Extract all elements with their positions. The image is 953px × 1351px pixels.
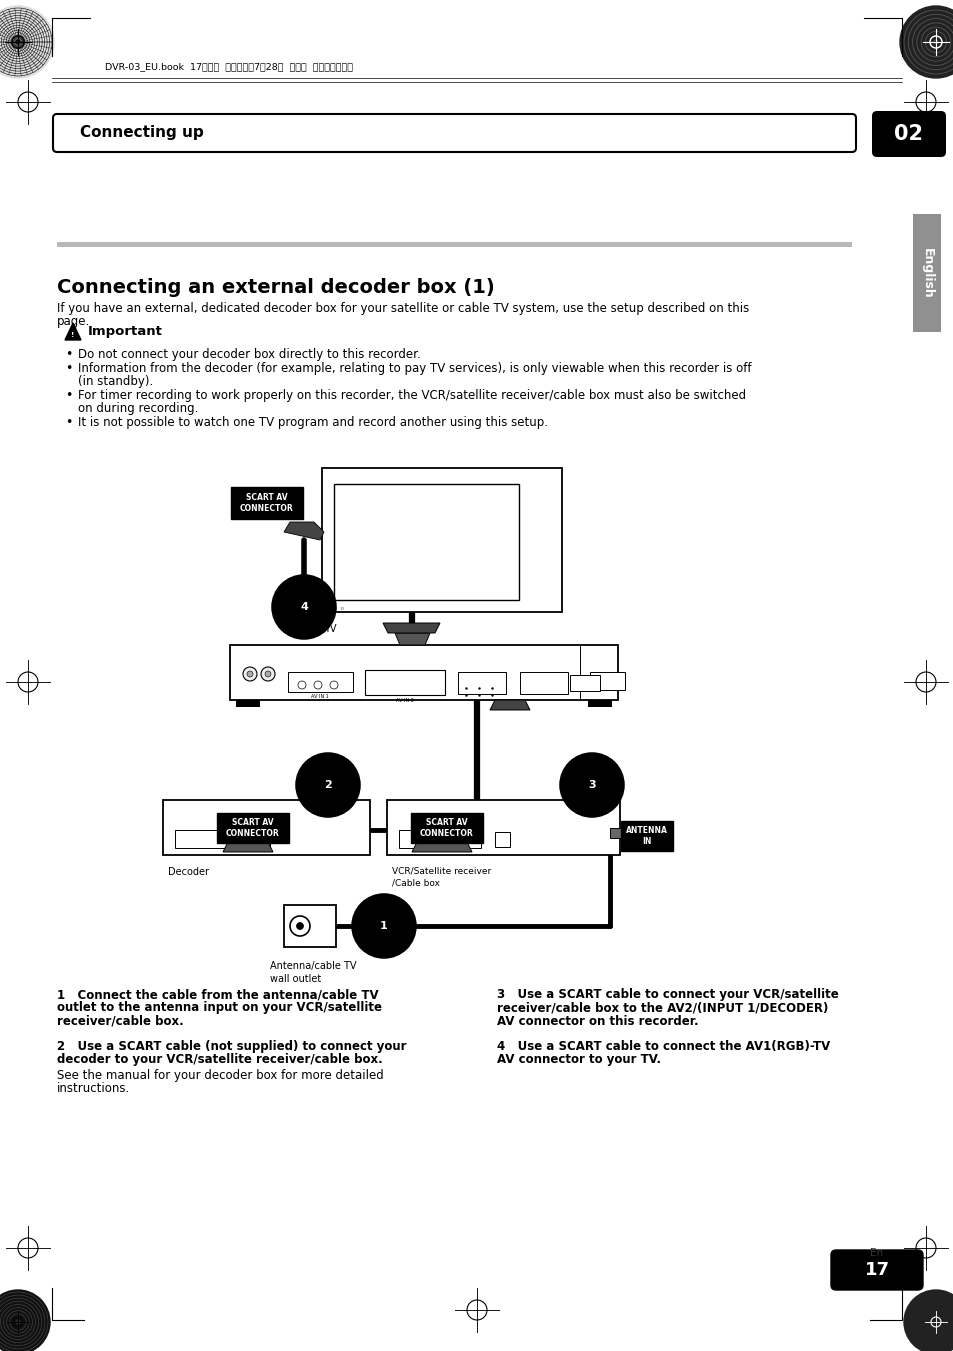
- Text: 17: 17: [863, 1260, 888, 1279]
- FancyBboxPatch shape: [830, 1250, 923, 1290]
- FancyBboxPatch shape: [216, 813, 289, 843]
- FancyBboxPatch shape: [231, 486, 303, 519]
- Text: AV IN 2: AV IN 2: [395, 697, 414, 703]
- Circle shape: [247, 671, 253, 677]
- Polygon shape: [284, 521, 324, 540]
- Bar: [495, 832, 510, 847]
- Text: Information from the decoder (for example, relating to pay TV services), is only: Information from the decoder (for exampl…: [78, 362, 751, 376]
- Text: page.: page.: [57, 315, 91, 328]
- Text: Antenna/cable TV
wall outlet: Antenna/cable TV wall outlet: [270, 961, 356, 984]
- Text: (in standby).: (in standby).: [78, 376, 153, 388]
- Bar: [912, 213, 940, 332]
- Text: 2   Use a SCART cable (not supplied) to connect your: 2 Use a SCART cable (not supplied) to co…: [57, 1040, 406, 1052]
- Text: 3   Use a SCART cable to connect your VCR/satellite: 3 Use a SCART cable to connect your VCR/…: [497, 988, 838, 1001]
- Text: 2: 2: [324, 780, 332, 790]
- Circle shape: [296, 923, 303, 929]
- Polygon shape: [382, 623, 439, 634]
- Text: o  o  o: o o o: [327, 605, 344, 611]
- Text: SCART AV
CONNECTOR: SCART AV CONNECTOR: [419, 817, 474, 838]
- Text: 4   Use a SCART cable to connect the AV1(RGB)-TV: 4 Use a SCART cable to connect the AV1(R…: [497, 1040, 829, 1052]
- Circle shape: [330, 681, 337, 689]
- FancyBboxPatch shape: [871, 111, 945, 157]
- Bar: [322, 467, 561, 612]
- Bar: [284, 905, 335, 947]
- Polygon shape: [395, 634, 430, 644]
- Circle shape: [290, 916, 310, 936]
- Text: Decoder: Decoder: [168, 867, 209, 877]
- Text: •: •: [65, 389, 72, 403]
- Polygon shape: [609, 828, 621, 838]
- Text: •: •: [65, 349, 72, 361]
- Polygon shape: [490, 700, 530, 711]
- Text: 1: 1: [379, 921, 388, 931]
- Bar: [457, 671, 505, 694]
- Bar: [57, 242, 851, 247]
- Bar: [334, 484, 518, 600]
- Text: 4: 4: [300, 603, 308, 612]
- Bar: [174, 830, 240, 848]
- Text: •: •: [65, 362, 72, 376]
- Text: AV connector to your TV.: AV connector to your TV.: [497, 1054, 660, 1066]
- Polygon shape: [586, 798, 597, 805]
- Circle shape: [0, 1290, 50, 1351]
- Text: SCART AV
CONNECTOR: SCART AV CONNECTOR: [240, 493, 294, 513]
- Bar: [589, 671, 624, 690]
- Bar: [163, 800, 370, 855]
- Text: 02: 02: [894, 124, 923, 145]
- Text: English: English: [920, 247, 933, 299]
- Text: receiver/cable box.: receiver/cable box.: [57, 1015, 184, 1028]
- Polygon shape: [223, 842, 273, 852]
- Text: It is not possible to watch one TV program and record another using this setup.: It is not possible to watch one TV progr…: [78, 416, 547, 430]
- Circle shape: [265, 671, 271, 677]
- Bar: [288, 671, 353, 692]
- FancyBboxPatch shape: [411, 813, 482, 843]
- Text: instructions.: instructions.: [57, 1082, 131, 1096]
- Bar: [365, 670, 444, 694]
- Text: DVR-03_EU.book  17ページ  ２００３年7月28日  月曜日  午後７時１９分: DVR-03_EU.book 17ページ ２００３年7月28日 月曜日 午後７時…: [105, 62, 353, 72]
- FancyBboxPatch shape: [53, 113, 855, 153]
- Text: TV: TV: [324, 624, 336, 634]
- Bar: [519, 671, 567, 694]
- Text: 3: 3: [588, 780, 596, 790]
- Text: For timer recording to work properly on this recorder, the VCR/satellite receive: For timer recording to work properly on …: [78, 389, 745, 403]
- Bar: [569, 676, 599, 690]
- Text: En: En: [869, 1248, 882, 1258]
- Bar: [587, 700, 612, 707]
- Text: ANTENNA
IN: ANTENNA IN: [625, 825, 667, 846]
- Text: Connecting up: Connecting up: [80, 126, 204, 141]
- Circle shape: [297, 681, 306, 689]
- FancyBboxPatch shape: [620, 821, 672, 851]
- Bar: [398, 830, 480, 848]
- Bar: [387, 800, 619, 855]
- Polygon shape: [65, 323, 81, 340]
- Text: See the manual for your decoder box for more detailed: See the manual for your decoder box for …: [57, 1069, 383, 1082]
- Text: Connecting an external decoder box (1): Connecting an external decoder box (1): [57, 278, 495, 297]
- Text: receiver/cable box to the AV2/(INPUT 1/DECODER): receiver/cable box to the AV2/(INPUT 1/D…: [497, 1001, 827, 1015]
- Text: on during recording.: on during recording.: [78, 403, 198, 415]
- Text: If you have an external, dedicated decoder box for your satellite or cable TV sy: If you have an external, dedicated decod…: [57, 303, 748, 315]
- Text: Do not connect your decoder box directly to this recorder.: Do not connect your decoder box directly…: [78, 349, 420, 361]
- Circle shape: [243, 667, 256, 681]
- Bar: [235, 700, 260, 707]
- Circle shape: [903, 1290, 953, 1351]
- Circle shape: [314, 681, 322, 689]
- Polygon shape: [412, 842, 472, 852]
- Text: AV connector on this recorder.: AV connector on this recorder.: [497, 1015, 698, 1028]
- Circle shape: [899, 5, 953, 78]
- Text: decoder to your VCR/satellite receiver/cable box.: decoder to your VCR/satellite receiver/c…: [57, 1054, 382, 1066]
- Polygon shape: [299, 620, 308, 626]
- Bar: [254, 832, 270, 847]
- Text: VCR/Satellite receiver
/Cable box: VCR/Satellite receiver /Cable box: [392, 867, 491, 888]
- Circle shape: [0, 5, 54, 78]
- Circle shape: [261, 667, 274, 681]
- Text: 1   Connect the cable from the antenna/cable TV: 1 Connect the cable from the antenna/cab…: [57, 988, 378, 1001]
- Bar: [230, 644, 618, 700]
- Text: Important: Important: [88, 326, 163, 338]
- Text: AV IN 1: AV IN 1: [311, 694, 329, 700]
- Text: •: •: [65, 416, 72, 430]
- Text: !: !: [71, 332, 74, 338]
- Text: outlet to the antenna input on your VCR/satellite: outlet to the antenna input on your VCR/…: [57, 1001, 381, 1015]
- Text: SCART AV
CONNECTOR: SCART AV CONNECTOR: [226, 817, 279, 838]
